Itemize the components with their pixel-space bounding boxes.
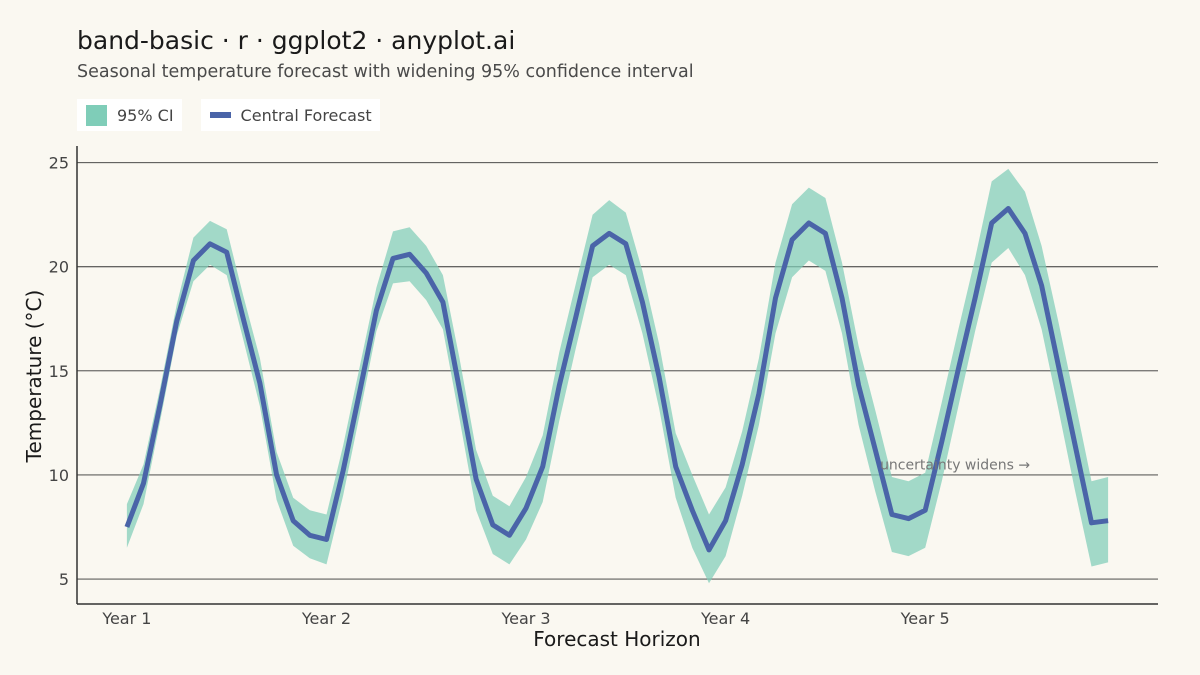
axes bbox=[76, 146, 1158, 605]
y-tick-label: 5 bbox=[59, 570, 69, 589]
legend: 95% CI Central Forecast bbox=[77, 99, 380, 131]
x-tick-label: Year 4 bbox=[700, 609, 750, 628]
legend-swatch-forecast bbox=[209, 112, 231, 118]
ci-band bbox=[126, 168, 1109, 584]
x-tick-label: Year 1 bbox=[101, 609, 151, 628]
x-tick-label: Year 5 bbox=[900, 609, 950, 628]
y-tick-label: 10 bbox=[49, 466, 69, 485]
y-tick-label: 20 bbox=[49, 258, 69, 277]
chart-title: band-basic · r · ggplot2 · anyplot.ai bbox=[77, 26, 516, 55]
chart-subtitle: Seasonal temperature forecast with widen… bbox=[77, 62, 694, 82]
forecast-line bbox=[124, 206, 1109, 553]
x-tick-label: Year 3 bbox=[500, 609, 550, 628]
y-axis-title: Temperature (°C) bbox=[22, 290, 46, 464]
forecast-line-layer bbox=[124, 206, 1109, 553]
legend-swatch-ci bbox=[86, 104, 107, 126]
legend-item-ci: 95% CI bbox=[77, 99, 182, 131]
y-tick-labels: 5 10 15 20 25 bbox=[49, 154, 69, 589]
x-tick-labels: Year 1 Year 2 Year 3 Year 4 Year 5 bbox=[101, 609, 949, 628]
ci-band-layer bbox=[126, 168, 1109, 584]
legend-label-ci: 95% CI bbox=[117, 105, 174, 125]
legend-item-forecast: Central Forecast bbox=[200, 99, 380, 131]
annotation-uncertainty: uncertainty widens → bbox=[880, 458, 1030, 474]
x-axis-title: Forecast Horizon bbox=[533, 627, 700, 651]
y-tick-label: 25 bbox=[49, 154, 69, 173]
legend-label-forecast: Central Forecast bbox=[240, 105, 372, 125]
x-tick-label: Year 2 bbox=[301, 609, 351, 628]
y-tick-label: 15 bbox=[49, 362, 69, 381]
